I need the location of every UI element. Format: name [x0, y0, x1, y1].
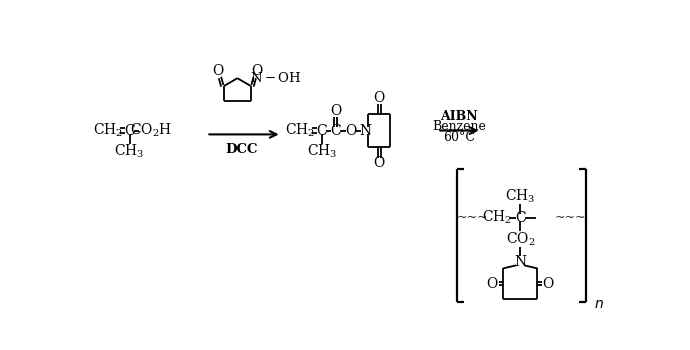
Text: $\mathregular{CO_2H}$: $\mathregular{CO_2H}$: [130, 122, 172, 139]
Text: $\mathregular{CH_2}$: $\mathregular{CH_2}$: [93, 122, 123, 139]
Text: $\mathregular{CO_2}$: $\mathregular{CO_2}$: [506, 230, 535, 248]
Text: $\mathregular{C}$: $\mathregular{C}$: [124, 123, 135, 138]
Text: ~~~: ~~~: [457, 211, 488, 224]
Text: $\mathit{n}$: $\mathit{n}$: [594, 297, 604, 311]
Text: O: O: [373, 156, 385, 170]
Text: O: O: [542, 277, 554, 291]
Text: $\mathregular{CH_3}$: $\mathregular{CH_3}$: [505, 188, 535, 205]
Text: $\mathregular{C}$: $\mathregular{C}$: [330, 123, 342, 138]
Text: C: C: [515, 211, 526, 225]
Text: O: O: [486, 277, 498, 291]
Text: O: O: [213, 64, 224, 78]
Text: $\mathregular{CH_3}$: $\mathregular{CH_3}$: [115, 143, 145, 160]
Text: 60°C: 60°C: [443, 131, 475, 144]
Text: $\mathregular{N-OH}$: $\mathregular{N-OH}$: [250, 71, 302, 85]
Text: $\mathregular{CH_2}$: $\mathregular{CH_2}$: [285, 122, 315, 139]
Text: O: O: [331, 104, 342, 118]
Text: $\mathregular{CH_2}$: $\mathregular{CH_2}$: [482, 209, 512, 226]
Text: Benzene: Benzene: [432, 120, 486, 133]
Text: O: O: [373, 91, 385, 105]
Text: $\mathregular{CH_3}$: $\mathregular{CH_3}$: [306, 143, 337, 160]
Text: N: N: [359, 124, 371, 138]
Text: O: O: [345, 124, 356, 138]
Text: $\mathregular{C}$: $\mathregular{C}$: [316, 123, 328, 138]
Text: N: N: [514, 255, 526, 269]
Text: AIBN: AIBN: [440, 110, 478, 123]
Text: O: O: [251, 64, 262, 78]
Text: ~~~: ~~~: [555, 211, 586, 224]
Text: DCC: DCC: [225, 143, 257, 156]
